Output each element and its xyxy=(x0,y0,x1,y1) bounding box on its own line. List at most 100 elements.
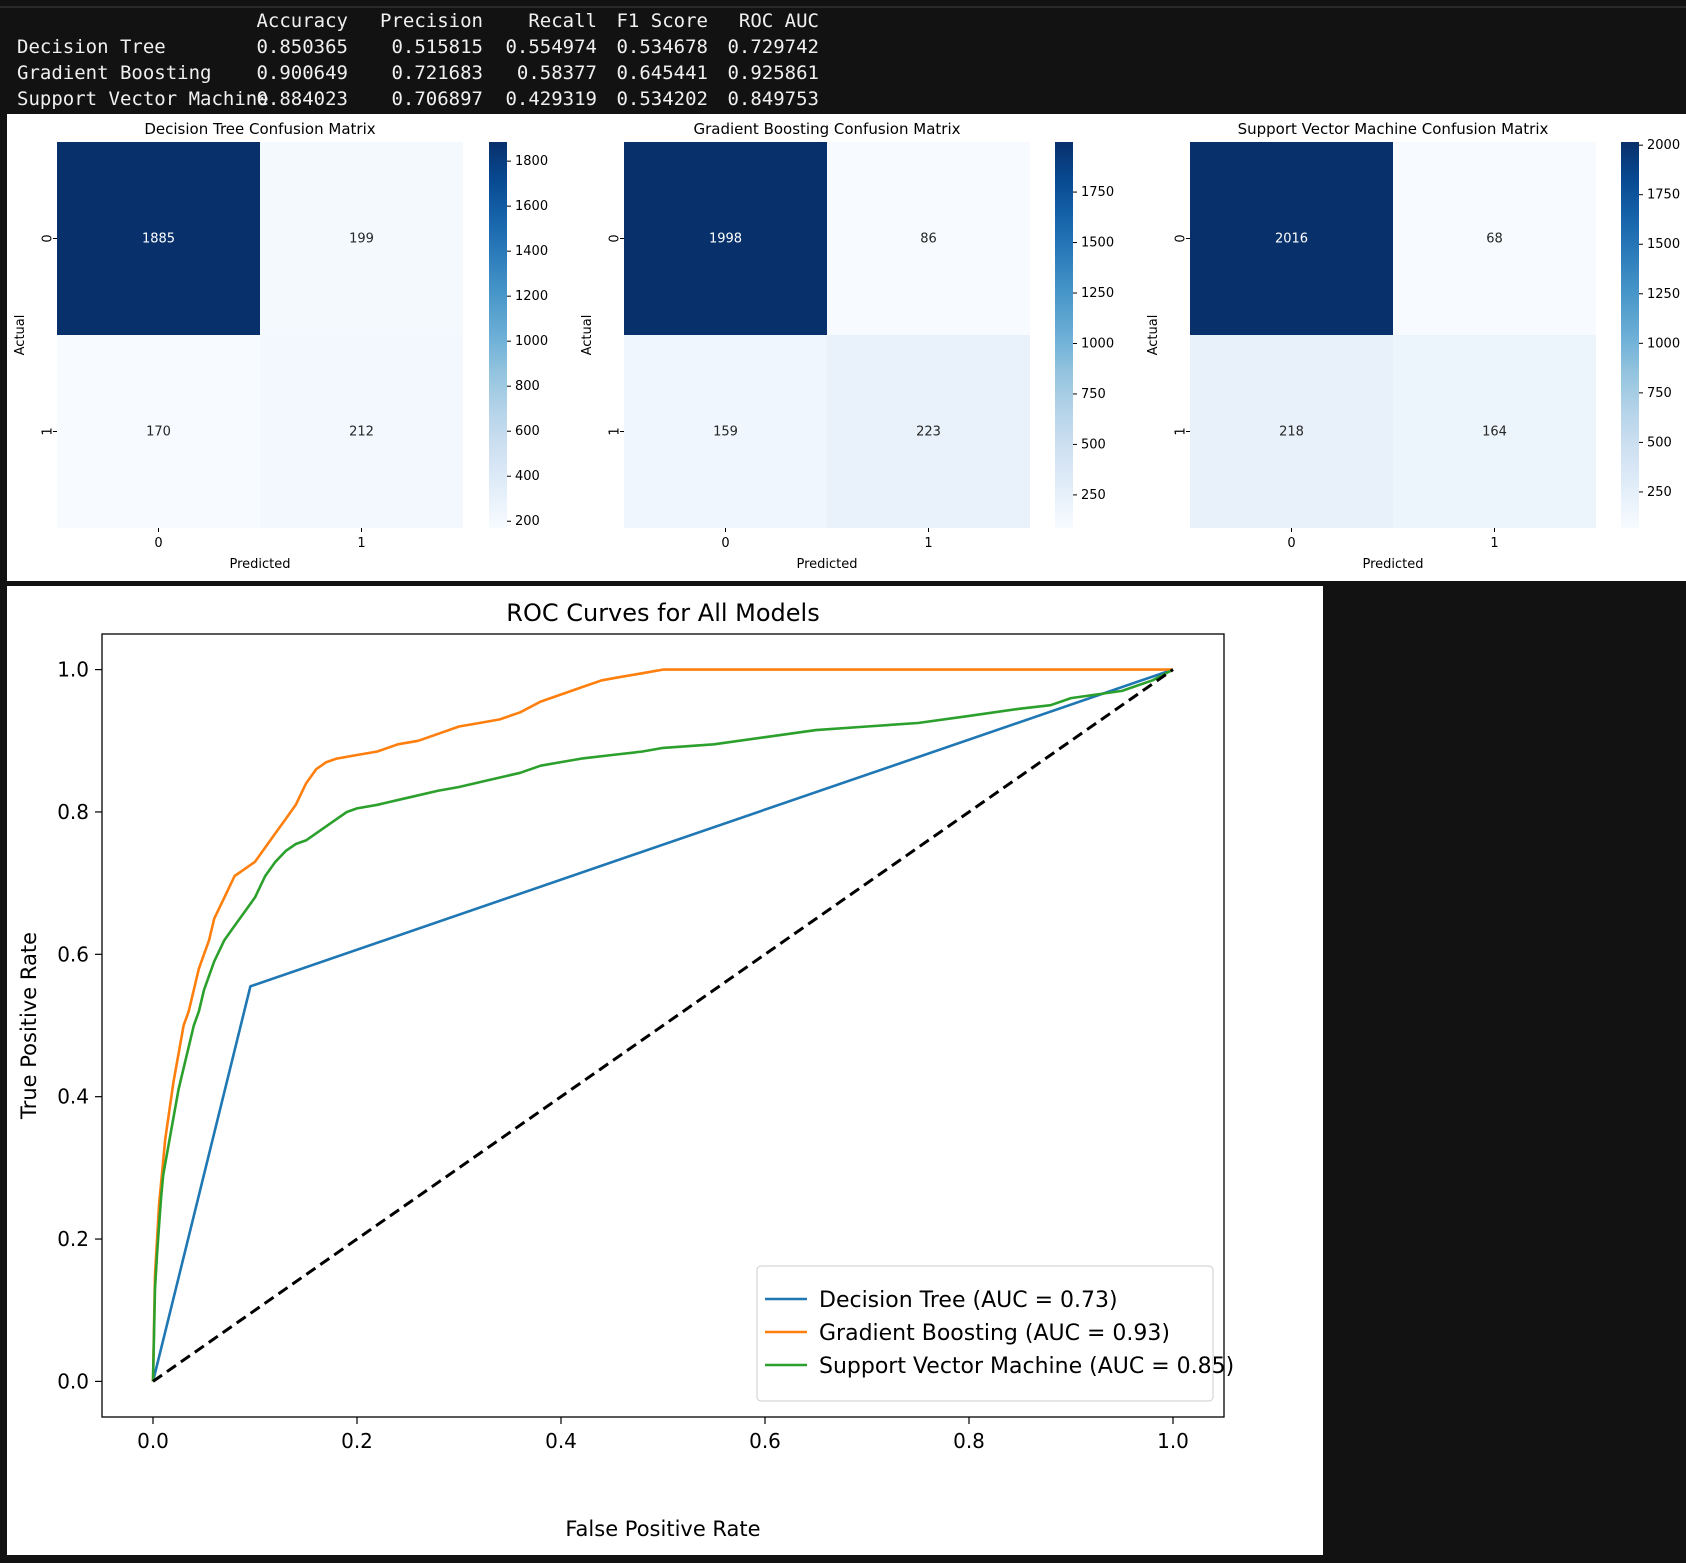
x-tick-label: 1 xyxy=(357,536,365,551)
metrics-cell: 0.729742 xyxy=(727,36,819,58)
y-axis-label: Actual xyxy=(580,315,595,356)
colorbar-tick-label: 1250 xyxy=(1647,287,1680,302)
x-axis-label: False Positive Rate xyxy=(565,1517,760,1541)
heatmap-cell xyxy=(827,142,1030,335)
y-tick-label: 1 xyxy=(1174,427,1189,435)
x-tick-label: 0.4 xyxy=(545,1429,577,1453)
metrics-cell: 0.925861 xyxy=(727,62,819,84)
colorbar-tick-label: 1600 xyxy=(515,199,548,214)
x-tick-label: 1.0 xyxy=(1157,1429,1189,1453)
confusion-matrix-figure: 1885 199 170 212 Decision Tree Confusion Mat… xyxy=(7,114,1686,581)
roc-chart-svg: ROC Curves for All Models 0.0 0.2 0.4 0.6 0.8… xyxy=(17,599,1234,1541)
roc-figure: ROC Curves for All Models 0.0 0.2 0.4 0.6 0.8… xyxy=(7,586,1323,1555)
heatmap-cell xyxy=(1190,142,1393,335)
heatmap-cell xyxy=(624,142,827,335)
colorbar-tick-label: 600 xyxy=(515,424,540,439)
colorbar-tick-label: 500 xyxy=(1647,435,1672,450)
metrics-column-header: Recall xyxy=(528,10,597,32)
colorbar-tick-label: 1750 xyxy=(1081,185,1114,200)
legend-label-3: Support Vector Machine (AUC = 0.85) xyxy=(819,1354,1234,1379)
metrics-cell: 0.429319 xyxy=(505,88,597,110)
colorbar-tick-label: 750 xyxy=(1647,386,1672,401)
colorbar-tick-label: 1400 xyxy=(515,244,548,259)
confusion-matrix-3: 2016 68 218 164 Support Vector Machine Confu… xyxy=(1146,120,1680,572)
roc-curve-series-2 xyxy=(151,668,1173,1382)
colorbar-tick-label: 400 xyxy=(515,469,540,484)
metrics-row-label: Support Vector Machine xyxy=(17,88,269,110)
colorbar-tick-label: 1500 xyxy=(1647,237,1680,252)
colorbar-tick-label: 250 xyxy=(1647,485,1672,500)
colorbar-tick-label: 1800 xyxy=(515,154,548,169)
metrics-cell: 0.721683 xyxy=(391,62,483,84)
metrics-cell: 0.706897 xyxy=(391,88,483,110)
cell-value-label: 2016 xyxy=(1275,232,1308,247)
y-axis-label: Actual xyxy=(13,315,28,356)
cell-value-label: 68 xyxy=(1486,232,1503,247)
chart-title: ROC Curves for All Models xyxy=(506,599,819,627)
colorbar-tick-label: 500 xyxy=(1081,437,1106,452)
heatmap-title: Support Vector Machine Confusion Matrix xyxy=(1238,120,1549,138)
roc-series-group xyxy=(151,668,1174,1383)
roc-curve-series-3 xyxy=(151,668,1174,1382)
colorbar-tick-label: 800 xyxy=(515,379,540,394)
y-tick-label: 0.8 xyxy=(57,800,89,824)
x-tick-label: 0 xyxy=(721,536,729,551)
metrics-row-label: Gradient Boosting xyxy=(17,62,212,84)
metrics-row-label: Decision Tree xyxy=(17,36,166,58)
x-axis-label: Predicted xyxy=(796,557,857,572)
metrics-cell: 0.534202 xyxy=(616,88,708,110)
heatmap-title: Gradient Boosting Confusion Matrix xyxy=(694,120,961,138)
legend-box xyxy=(756,1265,1214,1402)
legend-label-1: Decision Tree (AUC = 0.73) xyxy=(819,1288,1118,1313)
cell-value-label: 170 xyxy=(146,425,171,440)
colorbar-tick-label: 1750 xyxy=(1647,188,1680,203)
heatmap-cell xyxy=(624,335,827,528)
x-axis-label: Predicted xyxy=(1362,557,1423,572)
y-tick-label: 1.0 xyxy=(57,658,89,682)
chance-diagonal-line xyxy=(152,668,1174,1383)
metrics-table: Accuracy Precision Recall F1 Score ROC AUC De… xyxy=(17,8,1686,116)
legend-label-2: Gradient Boosting (AUC = 0.93) xyxy=(819,1321,1170,1346)
metrics-cell: 0.58377 xyxy=(516,62,597,84)
metrics-column-header: F1 Score xyxy=(616,10,708,32)
colorbar-tick-label: 2000 xyxy=(1647,138,1680,153)
metrics-cell: 0.515815 xyxy=(391,36,483,58)
colorbar-tick-label: 250 xyxy=(1081,488,1106,503)
y-tick-label: 0 xyxy=(1174,234,1189,242)
y-tick-label: 0 xyxy=(608,234,623,242)
colorbar xyxy=(489,142,507,528)
y-tick-label: 0 xyxy=(41,234,56,242)
y-tick-label: 0.0 xyxy=(57,1369,89,1393)
heatmap-cell xyxy=(1393,142,1596,335)
x-tick-label: 0.2 xyxy=(341,1429,373,1453)
x-tick-label: 0.6 xyxy=(749,1429,781,1453)
cell-value-label: 1998 xyxy=(709,232,742,247)
y-tick-label: 1 xyxy=(608,427,623,435)
metrics-cell: 0.850365 xyxy=(256,36,348,58)
confusion-matrix-2: 1998 86 159 223 Gradient Boosting Confusion … xyxy=(580,120,1114,572)
metrics-cell: 0.884023 xyxy=(256,88,348,110)
output-separator xyxy=(0,6,1686,8)
heatmap-title: Decision Tree Confusion Matrix xyxy=(144,120,375,138)
heatmap-cell xyxy=(57,335,260,528)
y-tick-label: 0.4 xyxy=(57,1085,89,1109)
x-tick-label: 1 xyxy=(1490,536,1498,551)
metrics-column-header: Accuracy xyxy=(256,10,348,32)
x-tick-label: 0 xyxy=(154,536,162,551)
cell-value-label: 212 xyxy=(349,425,374,440)
legend: Decision Tree (AUC = 0.73) Gradient Boost… xyxy=(756,1265,1234,1402)
x-tick-label: 0.0 xyxy=(137,1429,169,1453)
metrics-cell: 0.900649 xyxy=(256,62,348,84)
colorbar-tick-label: 1250 xyxy=(1081,286,1114,301)
colorbar-tick-label: 1500 xyxy=(1081,236,1114,251)
heatmap-cell xyxy=(260,335,463,528)
heatmap-cell xyxy=(827,335,1030,528)
heatmap-cell xyxy=(260,142,463,335)
cell-value-label: 218 xyxy=(1279,425,1304,440)
colorbar xyxy=(1055,142,1073,528)
heatmap-cell xyxy=(1190,335,1393,528)
colorbar-tick-label: 200 xyxy=(515,514,540,529)
metrics-cell: 0.534678 xyxy=(616,36,708,58)
y-axis-label: True Positive Rate xyxy=(17,932,41,1120)
metrics-column-header: Precision xyxy=(380,10,483,32)
